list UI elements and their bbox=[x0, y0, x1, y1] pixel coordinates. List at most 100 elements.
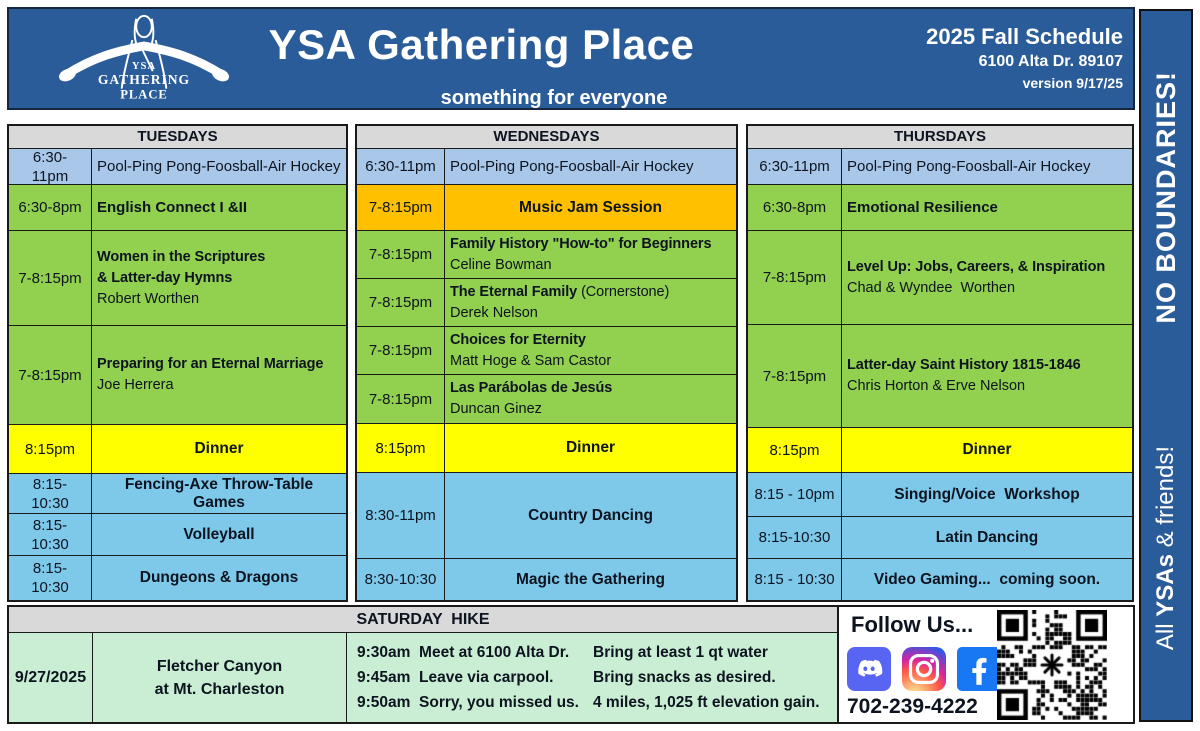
event-cell: Magic the Gathering bbox=[516, 570, 665, 588]
ysa-logo: YSA GATHERING PLACE bbox=[58, 14, 230, 101]
logo-text-gathering: GATHERING bbox=[98, 72, 190, 87]
hike-details: 9:30am Meet at 6100 Alta Dr. Bring at lea… bbox=[347, 633, 837, 722]
hike-time-line: 9:30am Meet at 6100 Alta Dr. bbox=[357, 644, 570, 661]
hike-note-line: 4 miles, 1,025 ft elevation gain. bbox=[593, 694, 820, 711]
schedule-title: 2025 Fall Schedule bbox=[926, 24, 1123, 49]
schedule-row: 6:30-8pm English Connect I &II bbox=[9, 185, 346, 231]
event-cell: Singing/Voice Workshop bbox=[894, 485, 1080, 503]
schedule-row: 8:15pm Dinner bbox=[748, 428, 1132, 473]
page-title: YSA Gathering Place bbox=[268, 21, 695, 68]
event-title: The Eternal Family bbox=[450, 283, 578, 300]
time-cell: 7-8:15pm bbox=[357, 279, 445, 326]
time-cell: 7-8:15pm bbox=[9, 231, 92, 325]
schedule-row: 7-8:15pm Music Jam Session bbox=[357, 185, 736, 231]
time-cell: 8:15- 10:30 bbox=[9, 556, 92, 600]
all-ysas-pre: All bbox=[1152, 616, 1179, 651]
event-cell: Pool-Ping Pong-Foosball-Air Hockey bbox=[847, 158, 1091, 175]
instagram-icon[interactable] bbox=[902, 647, 946, 691]
hike-date: 9/27/2025 bbox=[9, 633, 93, 722]
event-presenter: Duncan Ginez bbox=[450, 401, 542, 417]
schedule-row: 6:30-11pm Pool-Ping Pong-Foosball-Air Hoc… bbox=[357, 149, 736, 185]
logo-text-place: PLACE bbox=[120, 87, 168, 101]
schedule-version: version 9/17/25 bbox=[1022, 75, 1123, 91]
time-cell: 6:30-8pm bbox=[9, 185, 92, 230]
schedule-row: 7-8:15pm Family History "How-to" for Begi… bbox=[357, 231, 736, 279]
event-title-suffix: (Cornerstone) bbox=[577, 283, 670, 300]
event-title: Family History "How-to" for Beginners bbox=[450, 235, 712, 252]
event-presenter: Robert Worthen bbox=[97, 290, 200, 307]
saturday-hike-section: SATURDAY HIKE 9/27/2025 Fletcher Canyon … bbox=[7, 605, 1135, 724]
schedule-row: 8:15-10:30 Latin Dancing bbox=[748, 517, 1132, 559]
event-title: Latter-day Saint History 1815-1846 bbox=[847, 357, 1081, 373]
schedule-row: 7-8:15pm Latter-day Saint History 1815-18… bbox=[748, 325, 1132, 428]
schedule-row: 8:15pm Dinner bbox=[9, 425, 346, 474]
header-banner: YSA GATHERING PLACE YSA Gathering Place … bbox=[7, 7, 1135, 110]
all-ysas-bold: YSAs bbox=[1152, 554, 1179, 617]
event-cell: Video Gaming... coming soon. bbox=[873, 570, 1101, 588]
event-cell: Country Dancing bbox=[528, 506, 653, 524]
hike-note-line: Bring at least 1 qt water bbox=[593, 644, 768, 661]
day-header: WEDNESDAYS bbox=[357, 126, 736, 149]
event-cell: Emotional Resilience bbox=[847, 199, 998, 216]
time-cell: 7-8:15pm bbox=[9, 326, 92, 424]
vertical-banner: NO BOUNDARIES! All YSAs & friends! bbox=[1139, 9, 1193, 722]
time-cell: 6:30- 11pm bbox=[9, 149, 92, 184]
social-icons bbox=[847, 647, 1001, 691]
event-presenter: Celine Bowman bbox=[450, 256, 552, 273]
schedule-row: 6:30-11pm Pool-Ping Pong-Foosball-Air Hoc… bbox=[748, 149, 1132, 185]
schedule-row: 8:30-10:30 Magic the Gathering bbox=[357, 559, 736, 600]
time-cell: 7-8:15pm bbox=[357, 327, 445, 374]
event-cell: Music Jam Session bbox=[518, 198, 662, 216]
event-cell: Pool-Ping Pong-Foosball-Air Hockey bbox=[450, 158, 694, 175]
event-cell: Las Parábolas de Jesús Duncan Ginez bbox=[445, 375, 736, 423]
time-cell: 7-8:15pm bbox=[357, 185, 445, 230]
schedule-row: 8:15- 10:30 Fencing-Axe Throw-Table Games bbox=[9, 474, 346, 514]
event-cell: Dungeons & Dragons bbox=[139, 569, 299, 586]
event-cell: The Eternal Family (Cornerstone) Derek Ne… bbox=[445, 279, 736, 326]
schedule-row: 8:15pm Dinner bbox=[357, 424, 736, 473]
event-title: Women in the Scriptures & Latter-day Hym… bbox=[97, 248, 266, 286]
event-title: Level Up: Jobs, Careers, & Inspiration bbox=[847, 258, 1106, 275]
schedule-row: 8:15 - 10pm Singing/Voice Workshop bbox=[748, 473, 1132, 517]
schedule-row: 8:15- 10:30 Volleyball bbox=[9, 514, 346, 556]
event-cell: Dinner bbox=[565, 439, 616, 456]
qr-code[interactable] bbox=[997, 610, 1107, 720]
schedule-row: 6:30- 11pm Pool-Ping Pong-Foosball-Air Ho… bbox=[9, 149, 346, 185]
time-cell: 7-8:15pm bbox=[357, 375, 445, 423]
saturday-hike-header: SATURDAY HIKE bbox=[9, 607, 837, 633]
phone-number: 702-239-4222 bbox=[847, 695, 978, 718]
schedule-row: 7-8:15pm Choices for Eternity Matt Hoge & … bbox=[357, 327, 736, 375]
event-presenter: Chad & Wyndee Worthen bbox=[847, 279, 1016, 296]
time-cell: 8:15- 10:30 bbox=[9, 514, 92, 555]
time-cell: 6:30-11pm bbox=[748, 149, 842, 184]
time-cell: 7-8:15pm bbox=[357, 231, 445, 278]
schedule-column-tuesdays: TUESDAYS 6:30- 11pm Pool-Ping Pong-Foosba… bbox=[7, 124, 348, 602]
schedule-row: 8:30-11pm Country Dancing bbox=[357, 473, 736, 559]
event-title: Choices for Eternity bbox=[450, 331, 586, 348]
event-cell: Dinner bbox=[194, 440, 244, 457]
hike-note-line: Bring snacks as desired. bbox=[593, 669, 776, 686]
event-cell: Fencing-Axe Throw-Table Games bbox=[124, 475, 318, 511]
schedule-row: 6:30-8pm Emotional Resilience bbox=[748, 185, 1132, 231]
facebook-icon[interactable] bbox=[957, 647, 1001, 691]
discord-icon[interactable] bbox=[847, 647, 891, 691]
no-boundaries-text: NO BOUNDARIES! bbox=[1150, 70, 1181, 324]
saturday-hike-table: SATURDAY HIKE 9/27/2025 Fletcher Canyon … bbox=[9, 607, 839, 722]
page-subtitle: something for everyone bbox=[440, 87, 668, 109]
schedule-info: 2025 Fall Schedule 6100 Alta Dr. 89107 v… bbox=[926, 23, 1123, 93]
time-cell: 6:30-11pm bbox=[357, 149, 445, 184]
schedule-row: 7-8:15pm Level Up: Jobs, Careers, & Inspi… bbox=[748, 231, 1132, 325]
time-cell: 8:15-10:30 bbox=[748, 517, 842, 558]
time-cell: 8:15pm bbox=[9, 425, 92, 473]
time-cell: 8:15pm bbox=[357, 424, 445, 472]
schedule-row: 7-8:15pm Las Parábolas de Jesús Duncan Gin… bbox=[357, 375, 736, 424]
hike-location: Fletcher Canyon at Mt. Charleston bbox=[93, 633, 347, 722]
schedule-column-wednesdays: WEDNESDAYS 6:30-11pm Pool-Ping Pong-Foosb… bbox=[355, 124, 738, 602]
follow-us-title: Follow Us... bbox=[851, 612, 974, 637]
saturday-hike-row: 9/27/2025 Fletcher Canyon at Mt. Charles… bbox=[9, 633, 837, 722]
time-cell: 8:15 - 10:30 bbox=[748, 559, 842, 600]
vertical-banner-bottom: All YSAs & friends! bbox=[1141, 378, 1191, 718]
event-presenter: Chris Horton & Erve Nelson bbox=[847, 378, 1026, 394]
event-cell: Volleyball bbox=[183, 525, 255, 543]
